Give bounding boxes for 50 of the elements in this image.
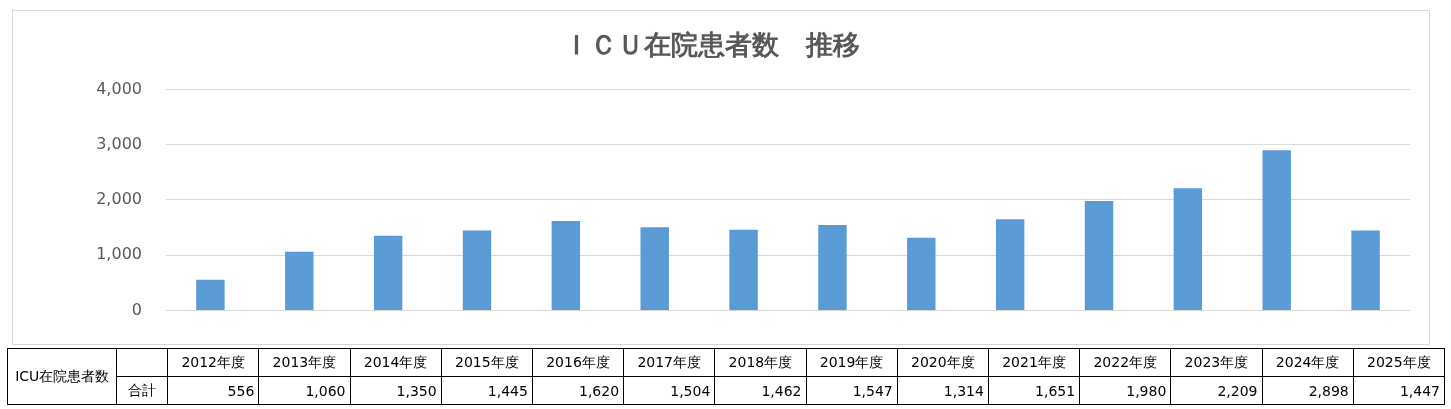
y-tick-label: 4,000 bbox=[96, 78, 142, 98]
data-label: 1,314 bbox=[897, 376, 989, 405]
data-label: 2,209 bbox=[1170, 376, 1263, 405]
bar bbox=[1262, 150, 1291, 310]
x-tick-label: 2017年度 bbox=[623, 348, 715, 377]
x-tick-label: 2016年度 bbox=[532, 348, 624, 377]
x-tick-label: 2015年度 bbox=[441, 348, 533, 377]
x-tick-label: 2019年度 bbox=[806, 348, 898, 377]
y-tick-label: 3,000 bbox=[96, 133, 142, 153]
x-tick-label: 2023年度 bbox=[1170, 348, 1263, 377]
data-label: 1,651 bbox=[988, 376, 1080, 405]
y-tick-label: 1,000 bbox=[96, 244, 142, 264]
data-label: 1,350 bbox=[350, 376, 442, 405]
x-tick-label: 2022年度 bbox=[1079, 348, 1171, 377]
text: ICU在院患者数 bbox=[7, 348, 117, 405]
x-tick-label: 2021年度 bbox=[988, 348, 1080, 377]
bar bbox=[196, 279, 225, 310]
data-label: 1,060 bbox=[258, 376, 350, 405]
data-label: 556 bbox=[167, 376, 259, 405]
bar bbox=[818, 224, 847, 310]
data-label: 1,504 bbox=[623, 376, 715, 405]
data-label: 1,445 bbox=[441, 376, 533, 405]
bar bbox=[995, 219, 1025, 310]
data-label: 1,980 bbox=[1079, 376, 1171, 405]
x-tick-label: 2018年度 bbox=[714, 348, 807, 377]
chart-title: ＩＣＵ在院患者数 推移 bbox=[563, 29, 860, 61]
x-tick-label: 2024年度 bbox=[1262, 348, 1354, 377]
bar bbox=[729, 229, 758, 310]
x-tick-label: 2025年度 bbox=[1353, 348, 1445, 377]
x-tick-label: 2012年度 bbox=[167, 348, 259, 377]
y-tick-label: 2,000 bbox=[96, 189, 142, 209]
data-label: 1,620 bbox=[532, 376, 624, 405]
x-tick-label: 2014年度 bbox=[350, 348, 442, 377]
bar bbox=[285, 251, 314, 310]
bar bbox=[462, 230, 492, 310]
bar bbox=[373, 235, 403, 310]
y-tick-label: 0 bbox=[131, 299, 142, 319]
bar bbox=[1084, 201, 1114, 310]
data-label: 1,547 bbox=[806, 376, 898, 405]
data-label: 2,898 bbox=[1262, 376, 1354, 405]
x-tick-label: 2013年度 bbox=[258, 348, 350, 377]
bar bbox=[551, 220, 581, 310]
data-label: 1,462 bbox=[714, 376, 807, 405]
bar bbox=[907, 237, 936, 310]
bar bbox=[1173, 188, 1203, 310]
x-tick-label: 2020年度 bbox=[897, 348, 989, 377]
bar bbox=[1351, 230, 1380, 310]
text: 合計 bbox=[116, 376, 168, 405]
bar bbox=[640, 227, 669, 310]
data-label: 1,447 bbox=[1353, 376, 1445, 405]
